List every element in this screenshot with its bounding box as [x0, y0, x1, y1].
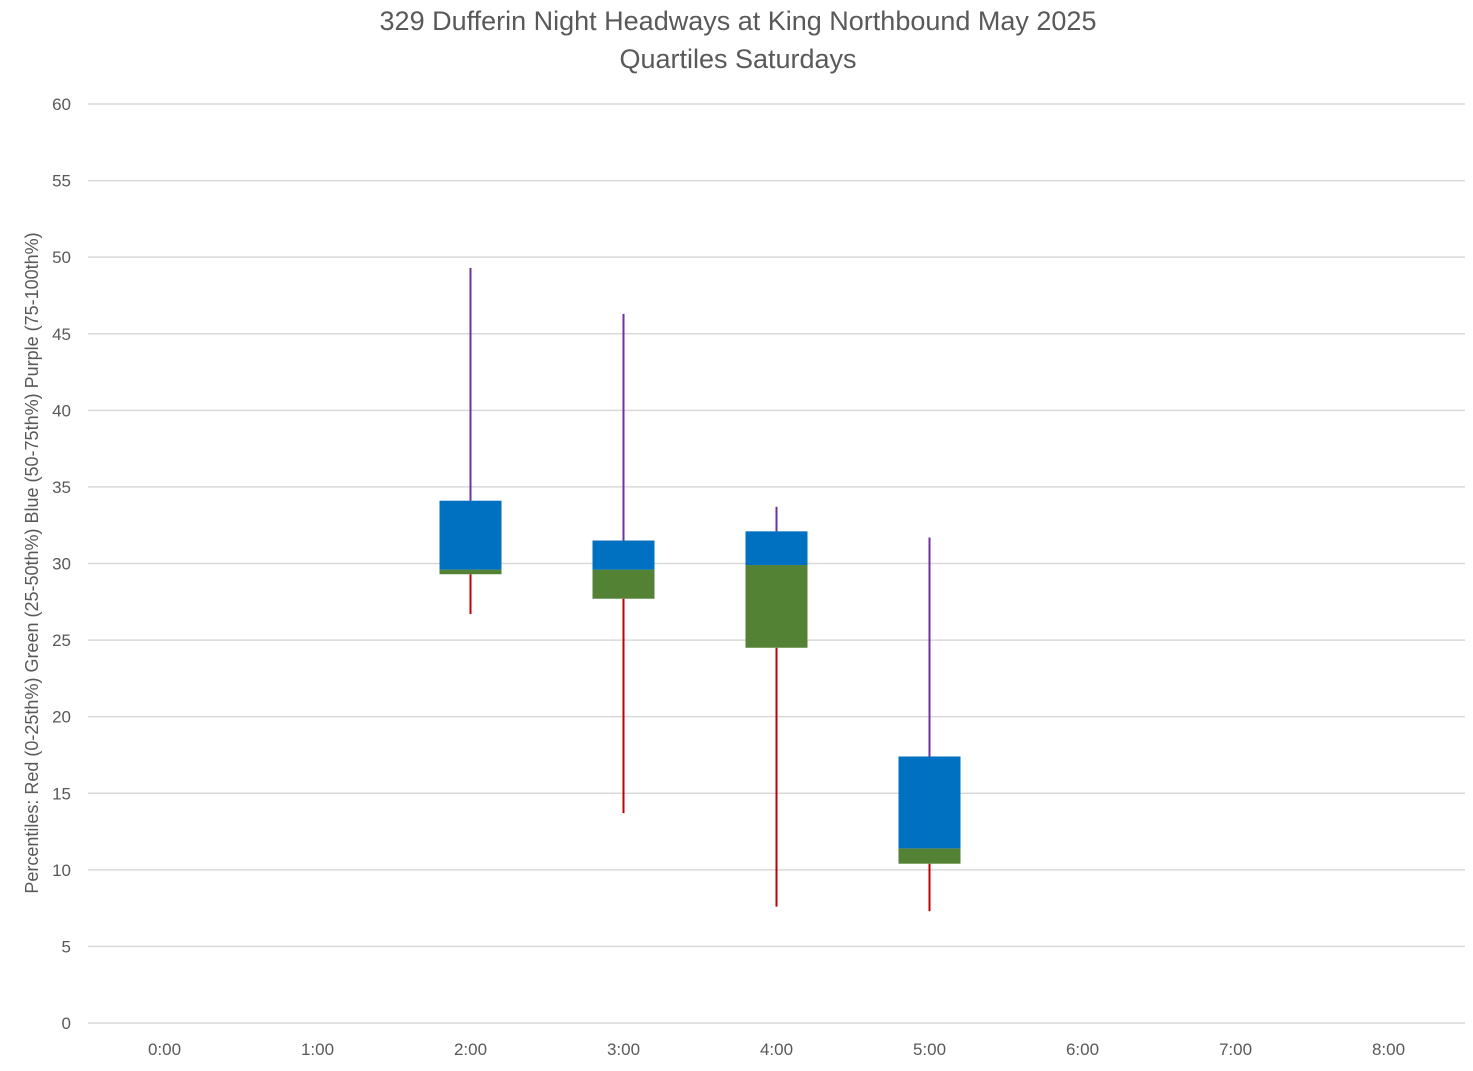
x-tick-label: 3:00	[607, 1040, 640, 1059]
x-tick-label: 4:00	[760, 1040, 793, 1059]
y-tick-label: 0	[62, 1014, 71, 1033]
box-median-q3	[746, 531, 808, 565]
x-tick-label: 0:00	[148, 1040, 181, 1059]
box-median-q3	[899, 756, 961, 848]
x-axis-ticks: 0:00 1:00 2:00 3:00 4:00 5:00 6:00 7:00 8:00	[148, 1040, 1405, 1059]
box-q1-median	[440, 570, 502, 575]
y-tick-label: 40	[52, 401, 71, 420]
y-tick-label: 15	[52, 784, 71, 803]
x-tick-label: 8:00	[1372, 1040, 1405, 1059]
chart-subtitle: Quartiles Saturdays	[619, 44, 856, 74]
box-400	[746, 507, 808, 907]
boxes-layer	[440, 268, 961, 911]
y-tick-label: 55	[52, 172, 71, 191]
x-tick-label: 2:00	[454, 1040, 487, 1059]
box-median-q3	[440, 501, 502, 570]
y-tick-label: 25	[52, 631, 71, 650]
box-200	[440, 268, 502, 614]
box-q1-median	[899, 848, 961, 863]
y-tick-label: 5	[62, 937, 71, 956]
box-median-q3	[593, 541, 655, 570]
y-tick-label: 20	[52, 708, 71, 727]
y-axis-label: Percentiles: Red (0-25th%) Green (25-50t…	[22, 232, 42, 893]
box-300	[593, 314, 655, 813]
y-tick-label: 45	[52, 325, 71, 344]
x-tick-label: 1:00	[301, 1040, 334, 1059]
chart-title: 329 Dufferin Night Headways at King Nort…	[380, 6, 1097, 36]
y-tick-label: 50	[52, 248, 71, 267]
x-tick-label: 7:00	[1219, 1040, 1252, 1059]
y-tick-label: 30	[52, 555, 71, 574]
y-tick-label: 60	[52, 95, 71, 114]
box-q1-median	[746, 565, 808, 648]
box-q1-median	[593, 570, 655, 599]
box-500	[899, 537, 961, 911]
x-tick-label: 6:00	[1066, 1040, 1099, 1059]
x-tick-label: 5:00	[913, 1040, 946, 1059]
y-axis-ticks: 0 5 10 15 20 25 30 35 40 45 50 55 60	[52, 95, 71, 1033]
y-tick-label: 35	[52, 478, 71, 497]
y-tick-label: 10	[52, 861, 71, 880]
